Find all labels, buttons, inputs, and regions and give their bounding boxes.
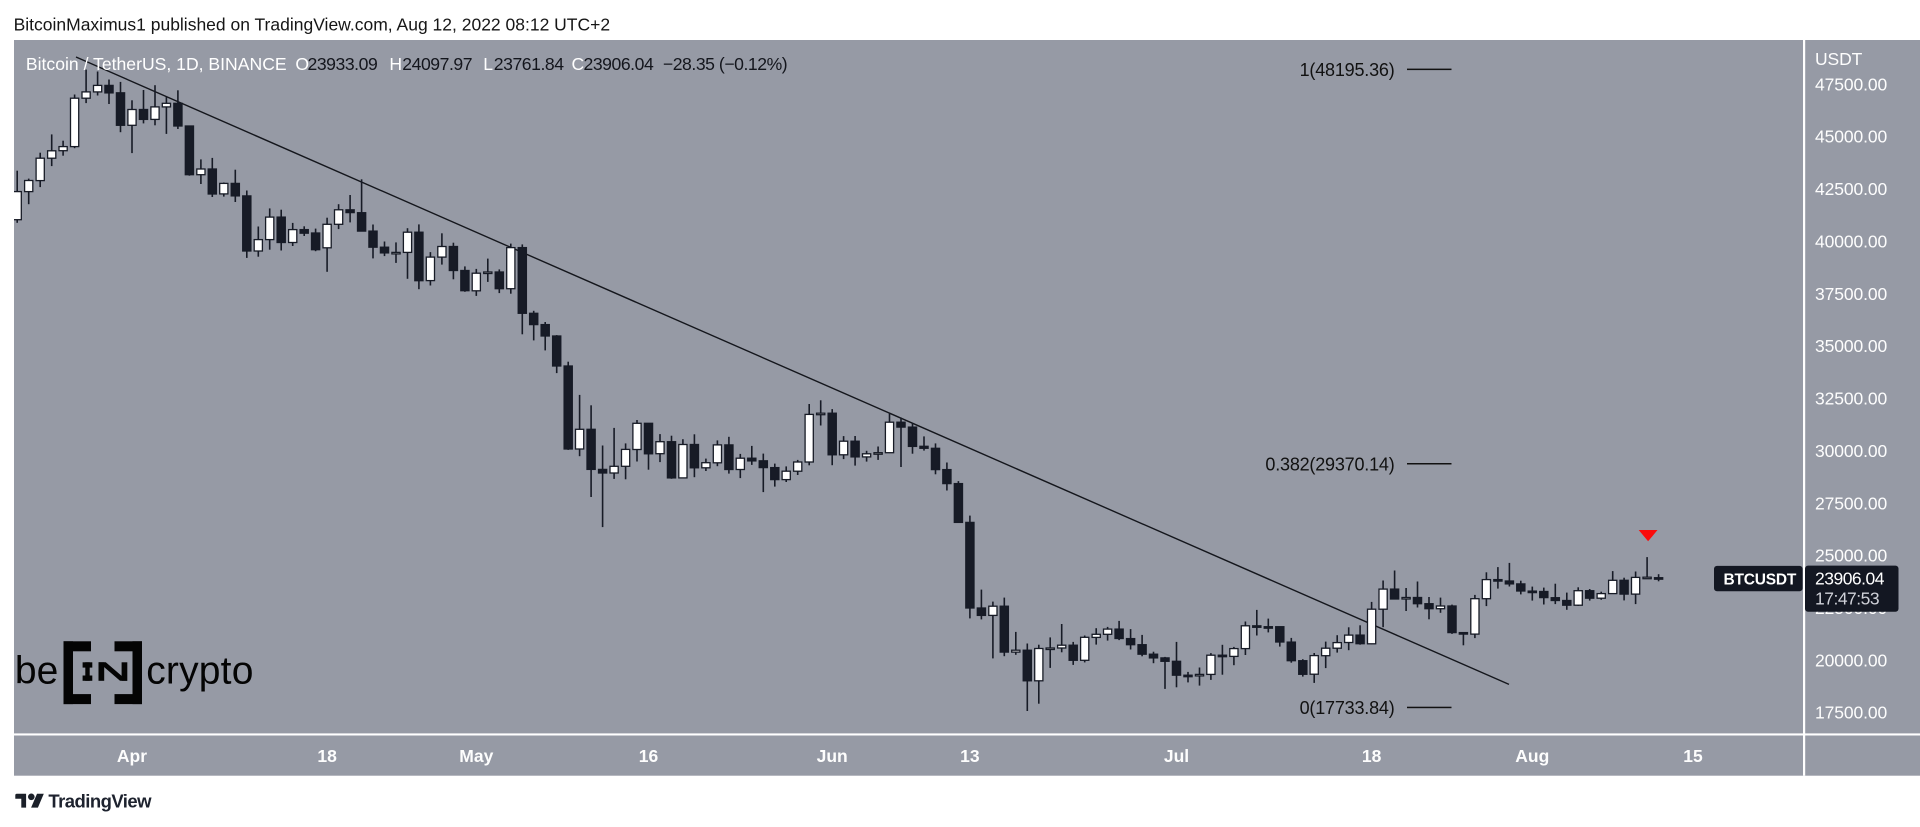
svg-text:Apr: Apr bbox=[117, 746, 147, 766]
svg-text:23761.84: 23761.84 bbox=[494, 54, 564, 74]
svg-text:40000.00: 40000.00 bbox=[1815, 231, 1888, 251]
svg-text:Aug: Aug bbox=[1515, 746, 1549, 766]
svg-text:45000.00: 45000.00 bbox=[1815, 127, 1888, 147]
svg-text:27500.00: 27500.00 bbox=[1815, 493, 1888, 513]
svg-text:25000.00: 25000.00 bbox=[1815, 546, 1888, 566]
svg-text:TradingView: TradingView bbox=[48, 790, 152, 811]
svg-text:USDT: USDT bbox=[1815, 49, 1863, 69]
svg-text:Jul: Jul bbox=[1164, 746, 1189, 766]
svg-text:20000.00: 20000.00 bbox=[1815, 650, 1888, 670]
svg-text:be: be bbox=[15, 650, 58, 693]
svg-text:24097.97: 24097.97 bbox=[402, 54, 472, 74]
svg-text:Bitcoin / TetherUS, 1D, BINANC: Bitcoin / TetherUS, 1D, BINANCE bbox=[26, 54, 287, 74]
svg-text:May: May bbox=[459, 746, 493, 766]
svg-text:Jun: Jun bbox=[817, 746, 848, 766]
svg-text:37500.00: 37500.00 bbox=[1815, 284, 1888, 304]
svg-text:1(48195.36): 1(48195.36) bbox=[1300, 60, 1395, 80]
svg-text:13: 13 bbox=[960, 746, 980, 766]
svg-text:23906.04: 23906.04 bbox=[1815, 569, 1885, 589]
svg-text:42500.00: 42500.00 bbox=[1815, 179, 1888, 199]
svg-text:H: H bbox=[389, 54, 402, 74]
svg-text:crypto: crypto bbox=[146, 650, 253, 693]
svg-text:17500.00: 17500.00 bbox=[1815, 703, 1888, 723]
svg-text:−28.35 (−0.12%): −28.35 (−0.12%) bbox=[663, 54, 787, 74]
svg-text:23906.04: 23906.04 bbox=[584, 54, 654, 74]
svg-text:18: 18 bbox=[1362, 746, 1382, 766]
svg-text:C: C bbox=[572, 54, 585, 74]
svg-text:15: 15 bbox=[1683, 746, 1703, 766]
svg-text:35000.00: 35000.00 bbox=[1815, 336, 1888, 356]
svg-text:47500.00: 47500.00 bbox=[1815, 74, 1888, 94]
svg-text:0.382(29370.14): 0.382(29370.14) bbox=[1265, 454, 1394, 474]
svg-text:18: 18 bbox=[317, 746, 337, 766]
svg-text:32500.00: 32500.00 bbox=[1815, 389, 1888, 409]
svg-text:23933.09: 23933.09 bbox=[308, 54, 378, 74]
svg-text:0(17733.84): 0(17733.84) bbox=[1300, 698, 1395, 718]
svg-text:16: 16 bbox=[639, 746, 659, 766]
svg-text:O: O bbox=[295, 54, 309, 74]
svg-text:17:47:53: 17:47:53 bbox=[1815, 589, 1879, 609]
svg-text:30000.00: 30000.00 bbox=[1815, 441, 1888, 461]
svg-text:L: L bbox=[483, 54, 493, 74]
svg-text:BitcoinMaximus1 published on T: BitcoinMaximus1 published on TradingView… bbox=[14, 14, 611, 34]
svg-text:BTCUSDT: BTCUSDT bbox=[1724, 572, 1797, 589]
